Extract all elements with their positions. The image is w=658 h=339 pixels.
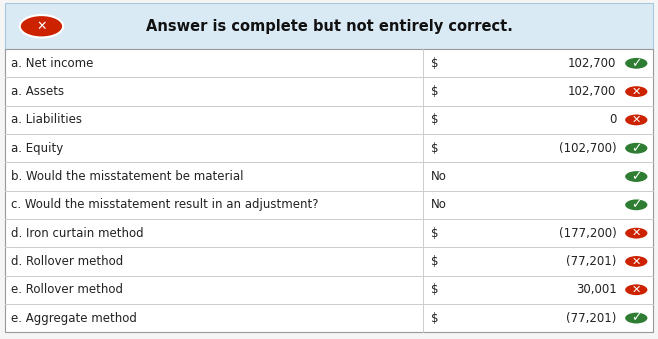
Text: $: $: [431, 227, 438, 240]
Text: $: $: [431, 142, 438, 155]
Text: ✓: ✓: [631, 57, 642, 70]
Circle shape: [624, 85, 648, 98]
Text: 102,700: 102,700: [568, 85, 617, 98]
Text: a. Equity: a. Equity: [11, 142, 63, 155]
Text: ✕: ✕: [632, 257, 641, 266]
Text: $: $: [431, 255, 438, 268]
Text: ✓: ✓: [631, 170, 642, 183]
Circle shape: [624, 255, 648, 267]
Text: $: $: [431, 57, 438, 70]
Text: 102,700: 102,700: [568, 57, 617, 70]
Text: d. Iron curtain method: d. Iron curtain method: [11, 227, 143, 240]
Text: (77,201): (77,201): [566, 255, 617, 268]
Circle shape: [624, 284, 648, 296]
Text: c. Would the misstatement result in an adjustment?: c. Would the misstatement result in an a…: [11, 198, 318, 211]
Circle shape: [624, 142, 648, 154]
Text: a. Liabilities: a. Liabilities: [11, 114, 82, 126]
Text: d. Rollover method: d. Rollover method: [11, 255, 123, 268]
Text: ✕: ✕: [36, 20, 47, 33]
Circle shape: [624, 171, 648, 183]
Text: ✓: ✓: [631, 312, 642, 324]
Text: $: $: [431, 85, 438, 98]
Text: ✕: ✕: [632, 285, 641, 295]
Text: ✓: ✓: [631, 198, 642, 211]
Text: ✕: ✕: [632, 228, 641, 238]
Text: 0: 0: [609, 114, 617, 126]
Bar: [5, 49, 653, 332]
Text: ✕: ✕: [632, 115, 641, 125]
Text: e. Rollover method: e. Rollover method: [11, 283, 122, 296]
Text: Answer is complete but not entirely correct.: Answer is complete but not entirely corr…: [145, 19, 513, 34]
Text: (102,700): (102,700): [559, 142, 617, 155]
Text: e. Aggregate method: e. Aggregate method: [11, 312, 136, 324]
Text: a. Net income: a. Net income: [11, 57, 93, 70]
Text: No: No: [431, 170, 447, 183]
Text: 30,001: 30,001: [576, 283, 617, 296]
Text: b. Would the misstatement be material: b. Would the misstatement be material: [11, 170, 243, 183]
Text: a. Assets: a. Assets: [11, 85, 64, 98]
Bar: [5, 3, 653, 49]
Text: $: $: [431, 312, 438, 324]
Circle shape: [624, 199, 648, 211]
Circle shape: [624, 312, 648, 324]
Text: $: $: [431, 283, 438, 296]
Text: (177,200): (177,200): [559, 227, 617, 240]
Circle shape: [20, 15, 63, 37]
Text: No: No: [431, 198, 447, 211]
Circle shape: [624, 227, 648, 239]
Circle shape: [624, 57, 648, 69]
Text: (77,201): (77,201): [566, 312, 617, 324]
Circle shape: [624, 114, 648, 126]
Text: ✕: ✕: [632, 87, 641, 97]
Text: ✓: ✓: [631, 142, 642, 155]
Text: $: $: [431, 114, 438, 126]
